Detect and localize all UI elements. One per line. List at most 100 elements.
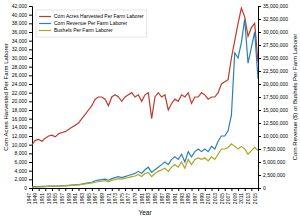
tick-mark: [29, 145, 32, 146]
tick-mark: [258, 6, 261, 7]
tick: 26,000: [12, 72, 32, 78]
tick: 15,000,000: [258, 107, 288, 113]
tick-label: 30,000,000: [263, 29, 288, 35]
tick: 2015: [252, 188, 259, 204]
tick-label: 1973: [112, 193, 118, 204]
tick-label: 38,000: [12, 20, 28, 26]
y-axis-line: [29, 7, 33, 189]
tick-label: 42,000: [12, 3, 28, 9]
x-axis-line: [33, 189, 259, 192]
tick: 12,000: [12, 133, 32, 139]
tick-mark: [258, 123, 261, 124]
tick-label: 25,000,000: [263, 55, 288, 61]
tick-label: 26,000: [12, 72, 28, 78]
tick-mark: [238, 188, 239, 191]
tick-label: 1987: [159, 193, 165, 204]
lines: [32, 8, 258, 187]
tick-mark: [85, 188, 86, 191]
tick-label: 2011: [238, 193, 244, 204]
tick-label: 2001: [205, 193, 211, 204]
tick-mark: [258, 175, 261, 176]
tick: 40,000: [12, 12, 32, 18]
tick-label: 10,000: [12, 142, 28, 148]
tick-mark: [29, 153, 32, 154]
tick-label: 35,000,000: [263, 3, 288, 9]
tick-label: 1991: [172, 193, 178, 204]
tick: 27,500,000: [258, 42, 288, 48]
tick-mark: [138, 188, 139, 191]
tick: 7,500,000: [258, 146, 285, 152]
tick-mark: [29, 75, 32, 76]
tick-label: 0: [263, 185, 266, 191]
tick-label: 1995: [185, 193, 191, 204]
tick: 14,000: [12, 124, 32, 130]
tick-mark: [225, 188, 226, 191]
tick: 5,000,000: [258, 159, 285, 165]
tick-label: 17,500,000: [263, 94, 288, 100]
tick-mark: [245, 188, 246, 191]
y2-axis-line: [259, 7, 262, 189]
tick-label: 12,000: [12, 133, 28, 139]
tick: 8,000: [14, 150, 32, 156]
tick-mark: [118, 188, 119, 191]
tick-label: 8,000: [14, 150, 27, 156]
tick-mark: [165, 188, 166, 191]
tick: 20,000,000: [258, 81, 288, 87]
tick-label: 6,000: [14, 159, 27, 165]
tick-label: 20,000: [12, 98, 28, 104]
tick-label: 1961: [72, 193, 78, 204]
tick-mark: [29, 15, 32, 16]
tick-mark: [79, 188, 80, 191]
tick: 22,500,000: [258, 68, 288, 74]
tick-label: 1959: [66, 193, 72, 204]
tick-label: 1967: [92, 193, 98, 204]
tick-label: 1981: [139, 193, 145, 204]
legend-label: Corn Acres Harvested Per Farm Laborer: [54, 13, 144, 19]
tick: 0: [24, 185, 32, 191]
tick-mark: [29, 58, 32, 59]
tick-mark: [29, 188, 32, 189]
tick-mark: [145, 188, 146, 191]
tick-mark: [112, 188, 113, 191]
tick: 30,000,000: [258, 29, 288, 35]
tick: 32,500,000: [258, 16, 288, 22]
chart: 1947194919511953195519571959196119631965…: [0, 0, 300, 218]
tick-label: 4,000: [14, 168, 27, 174]
tick-mark: [132, 188, 133, 191]
legend-swatch: [39, 23, 51, 24]
tick: 30,000: [12, 55, 32, 61]
legend-box: [36, 10, 147, 37]
y2-axis-title: Corn Revenue ($) or Bushels Per Farm Lab…: [292, 34, 298, 161]
tick: 18,000: [12, 107, 32, 113]
tick-mark: [198, 188, 199, 191]
tick-mark: [29, 49, 32, 50]
tick-label: 1999: [199, 193, 205, 204]
tick-mark: [29, 84, 32, 85]
tick-mark: [258, 71, 261, 72]
tick-mark: [258, 149, 261, 150]
tick-mark: [258, 19, 261, 20]
tick-label: 2005: [219, 193, 225, 204]
tick-mark: [218, 188, 219, 191]
tick: 10,000: [12, 142, 32, 148]
tick-label: 2,000: [14, 176, 27, 182]
tick-label: 32,500,000: [263, 16, 288, 22]
tick-mark: [258, 84, 261, 85]
tick-mark: [231, 188, 232, 191]
legend-swatch: [39, 16, 51, 17]
tick-mark: [92, 188, 93, 191]
tick-label: 1947: [26, 193, 32, 204]
legend-label: Corn Revenue Per Farm Laborer: [54, 20, 127, 26]
tick: 28,000: [12, 64, 32, 70]
tick-mark: [29, 6, 32, 7]
tick-label: 1963: [79, 193, 85, 204]
tick-label: 16,000: [12, 116, 28, 122]
tick: 4,000: [14, 168, 32, 174]
tick-label: 0: [24, 185, 27, 191]
tick-label: 30,000: [12, 55, 28, 61]
series-line: [32, 19, 258, 187]
tick-label: 15,000,000: [263, 107, 288, 113]
tick: 2,000: [14, 176, 32, 182]
tick-mark: [105, 188, 106, 191]
tick-mark: [211, 188, 212, 191]
